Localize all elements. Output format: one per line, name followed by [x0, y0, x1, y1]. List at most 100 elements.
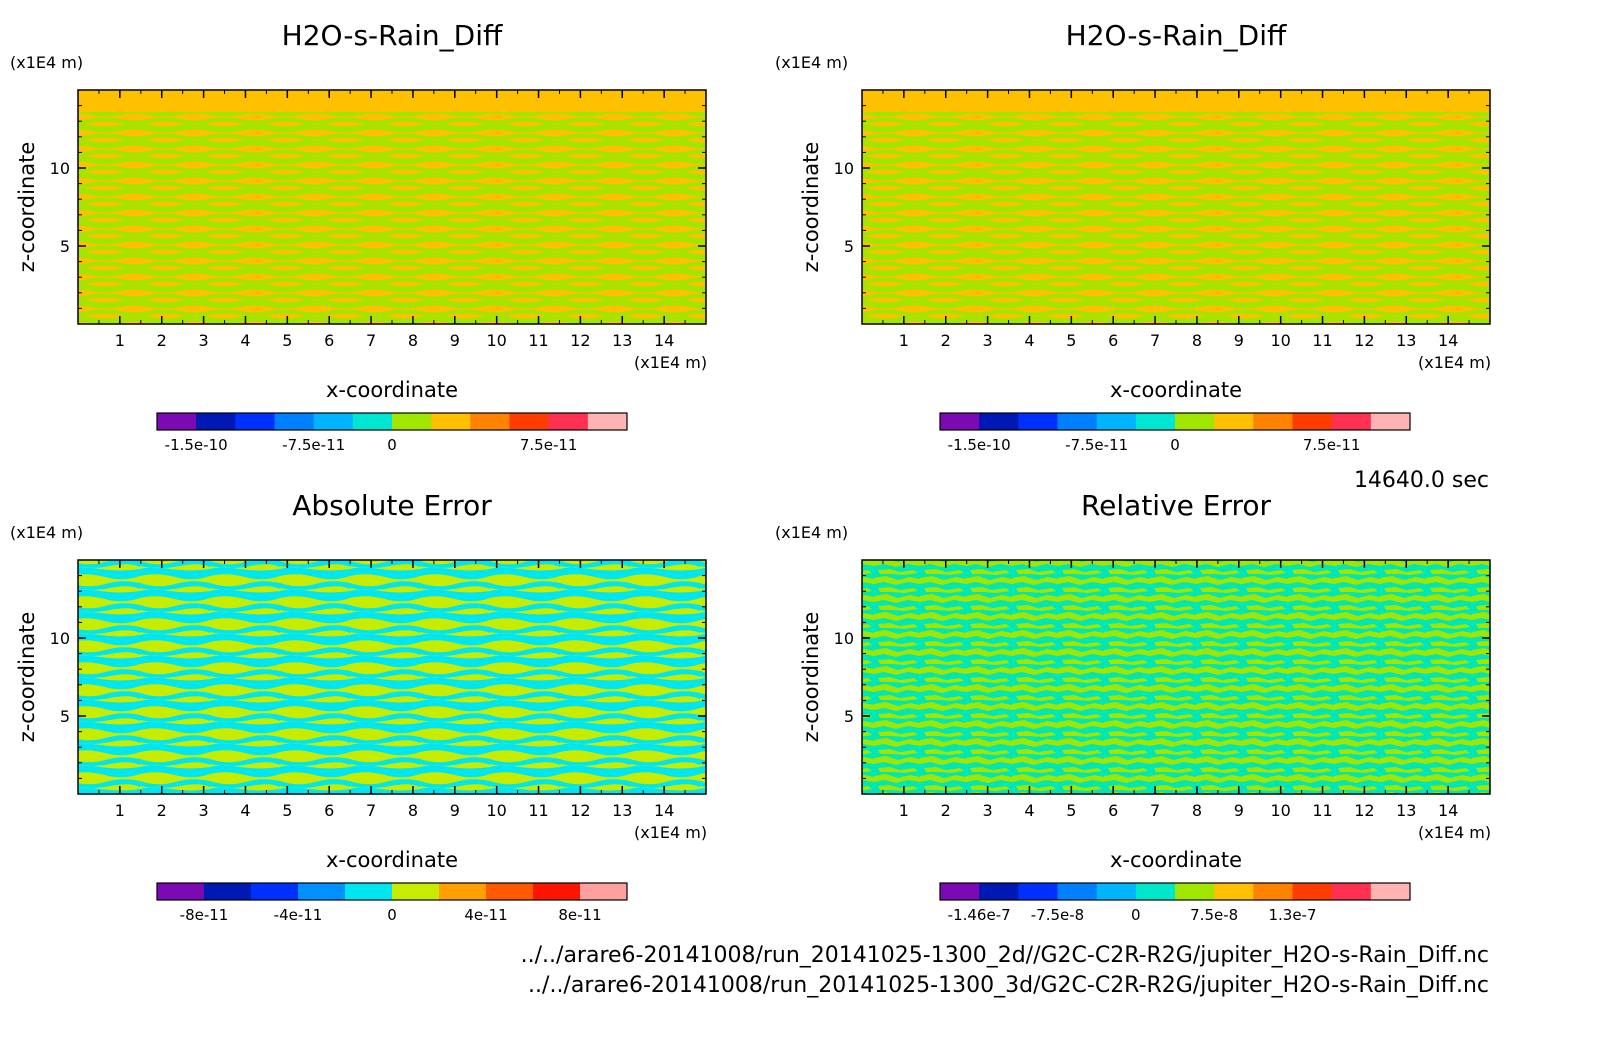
x-tick-label: 3: [199, 331, 209, 350]
colorbar-swatch: [940, 413, 980, 430]
x-tick-label: 8: [408, 331, 418, 350]
y-tick-label: 10: [50, 629, 70, 648]
colorbar-swatch: [940, 883, 980, 900]
x-axis-label: x-coordinate: [1110, 378, 1242, 402]
plot-frame: [861, 89, 1491, 325]
x-tick-label: 6: [324, 331, 334, 350]
colorbar-tick-label: 7.5e-11: [520, 436, 578, 454]
x-tick-label: 9: [1234, 801, 1244, 820]
colorbar-swatch: [580, 883, 628, 900]
x-tick-label: 2: [157, 801, 167, 820]
colorbar-swatch: [1018, 883, 1058, 900]
y-axis-label: z-coordinate: [799, 612, 823, 743]
colorbar: -1.5e-10 -7.5e-11 0 7.5e-11: [156, 412, 628, 454]
y-unit-label: (x1E4 m): [10, 523, 83, 542]
colorbar-tick-label: 7.5e-11: [1303, 436, 1361, 454]
x-tick-label: 5: [282, 801, 292, 820]
x-ticks: 1 2 3 4 5 6 7 8 9 10 11 12 13 14: [98, 560, 686, 820]
x-ticks: 1 2 3 4 5 6 7 8 9 10 11 12 13 14: [98, 90, 686, 350]
x-tick-label: 1: [115, 331, 125, 350]
colorbar-tick-label: 8e-11: [558, 906, 601, 924]
y-axis-label: z-coordinate: [799, 142, 823, 273]
colorbar-swatch: [1175, 413, 1215, 430]
panel-title: Absolute Error: [292, 489, 492, 522]
y-tick-label: 5: [844, 237, 854, 256]
colorbar-swatch: [1214, 883, 1254, 900]
colorbar-swatch: [1175, 883, 1215, 900]
x-tick-label: 11: [1312, 331, 1332, 350]
x-tick-label: 13: [612, 801, 632, 820]
colorbar-swatch: [1135, 413, 1176, 430]
time-label: 14640.0 sec: [1354, 468, 1489, 493]
y-axis-label: z-coordinate: [15, 142, 39, 273]
colorbar-swatch: [345, 883, 393, 900]
y-unit-label: (x1E4 m): [10, 53, 83, 72]
panel-bottom-right: Relative Error (x1E4 m) 1 2 3 4 5 6 7 8 9 10 11 12 1…: [775, 489, 1491, 924]
colorbar-swatch: [979, 883, 1019, 900]
y-tick-label: 5: [844, 707, 854, 726]
x-tick-label: 1: [899, 801, 909, 820]
colorbar-swatch: [251, 883, 299, 900]
panel-bottom-left: Absolute Error (x1E4 m) 1 2 3 4 5 6 7 8 9 10 11 12 1…: [10, 489, 707, 924]
x-tick-label: 6: [1108, 331, 1118, 350]
x-tick-label: 4: [240, 331, 250, 350]
y-tick-label: 10: [834, 629, 854, 648]
plot-frame: [77, 89, 707, 325]
x-tick-label: 2: [941, 331, 951, 350]
colorbar-swatch: [392, 883, 440, 900]
x-tick-label: 5: [282, 331, 292, 350]
x-tick-label: 6: [324, 801, 334, 820]
colorbar-swatch: [1135, 883, 1176, 900]
x-tick-label: 4: [1024, 801, 1034, 820]
colorbar-swatch: [352, 413, 393, 430]
x-tick-label: 10: [486, 331, 506, 350]
x-tick-label: 12: [570, 331, 590, 350]
colorbar-swatch: [548, 413, 589, 430]
x-tick-label: 4: [240, 801, 250, 820]
x-tick-label: 8: [408, 801, 418, 820]
colorbar-swatch: [470, 413, 510, 430]
colorbar-tick-label: -7.5e-11: [1065, 436, 1128, 454]
colorbar-swatch: [1018, 413, 1058, 430]
x-tick-label: 4: [1024, 331, 1034, 350]
y-tick-label: 5: [60, 707, 70, 726]
colorbar-swatch: [1253, 883, 1293, 900]
colorbar-swatch: [196, 413, 236, 430]
colorbar-tick-label: -4e-11: [274, 906, 323, 924]
x-tick-label: 13: [1396, 801, 1416, 820]
x-tick-label: 13: [1396, 331, 1416, 350]
x-tick-label: 3: [983, 331, 993, 350]
y-unit-label: (x1E4 m): [775, 53, 848, 72]
colorbar-swatch: [486, 883, 534, 900]
colorbar-swatch: [1096, 883, 1137, 900]
x-tick-label: 14: [654, 331, 674, 350]
x-axis-label: x-coordinate: [1110, 848, 1242, 872]
colorbar-tick-label: -1.46e-7: [948, 906, 1011, 924]
heatmap-field: [862, 90, 1490, 324]
colorbar-tick-label: -8e-11: [180, 906, 229, 924]
colorbar-swatch: [439, 883, 487, 900]
x-tick-label: 9: [1234, 331, 1244, 350]
x-tick-label: 10: [1270, 331, 1290, 350]
x-tick-label: 12: [570, 801, 590, 820]
x-tick-label: 1: [899, 331, 909, 350]
file-path-3d: ../../arare6-20141008/run_20141025-1300_…: [528, 973, 1489, 998]
colorbar-swatch: [298, 883, 346, 900]
x-tick-label: 6: [1108, 801, 1118, 820]
x-tick-label: 10: [486, 801, 506, 820]
colorbar-frame: [156, 412, 628, 431]
x-tick-label: 12: [1354, 331, 1374, 350]
x-unit-label: (x1E4 m): [634, 353, 707, 372]
x-tick-label: 5: [1066, 801, 1076, 820]
x-tick-label: 1: [115, 801, 125, 820]
colorbar-tick-label: 0: [1131, 906, 1141, 924]
x-tick-label: 11: [1312, 801, 1332, 820]
colorbar-swatch: [1292, 883, 1333, 900]
x-ticks: 1 2 3 4 5 6 7 8 9 10 11 12 13 14: [882, 560, 1470, 820]
x-tick-label: 8: [1192, 801, 1202, 820]
colorbar-tick-label: 0: [1170, 436, 1180, 454]
colorbar-frame: [939, 882, 1411, 901]
x-tick-label: 13: [612, 331, 632, 350]
x-tick-label: 7: [1150, 331, 1160, 350]
colorbar-swatch: [1331, 413, 1372, 430]
